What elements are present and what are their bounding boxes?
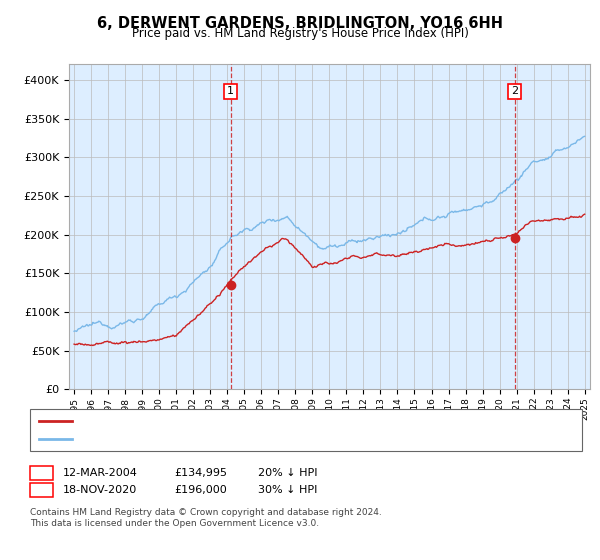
Text: £134,995: £134,995 [174,468,227,478]
Text: 6, DERWENT GARDENS, BRIDLINGTON, YO16 6HH: 6, DERWENT GARDENS, BRIDLINGTON, YO16 6H… [97,16,503,31]
Text: HPI: Average price, detached house, East Riding of Yorkshire: HPI: Average price, detached house, East… [78,434,394,444]
Text: This data is licensed under the Open Government Licence v3.0.: This data is licensed under the Open Gov… [30,519,319,528]
Text: 6, DERWENT GARDENS, BRIDLINGTON, YO16 6HH (detached house): 6, DERWENT GARDENS, BRIDLINGTON, YO16 6H… [78,416,430,426]
Text: 1: 1 [227,86,234,96]
Text: 2: 2 [511,86,518,96]
Text: 1: 1 [38,468,45,478]
Text: 2: 2 [38,485,45,495]
Text: £196,000: £196,000 [174,485,227,495]
Text: 30% ↓ HPI: 30% ↓ HPI [258,485,317,495]
Text: Price paid vs. HM Land Registry's House Price Index (HPI): Price paid vs. HM Land Registry's House … [131,27,469,40]
Text: 20% ↓ HPI: 20% ↓ HPI [258,468,317,478]
Text: 18-NOV-2020: 18-NOV-2020 [63,485,137,495]
Text: 12-MAR-2004: 12-MAR-2004 [63,468,138,478]
Text: Contains HM Land Registry data © Crown copyright and database right 2024.: Contains HM Land Registry data © Crown c… [30,508,382,517]
